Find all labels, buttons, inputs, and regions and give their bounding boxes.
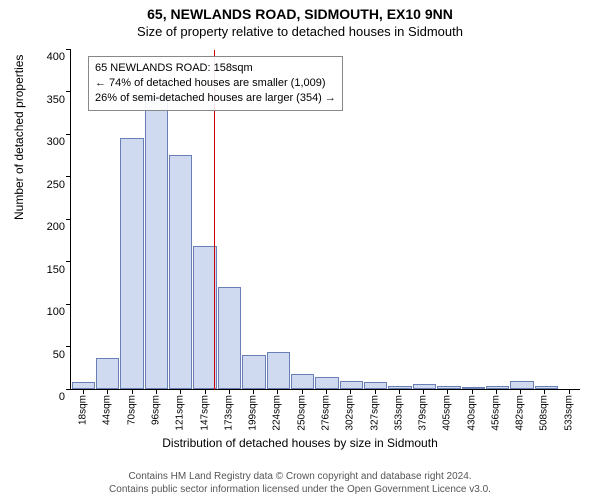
annotation-line1: 65 NEWLANDS ROAD: 158sqm [95,61,336,76]
x-axis-label: Distribution of detached houses by size … [0,436,600,450]
bar [364,382,387,389]
xtick-label: 353sqm [393,395,404,431]
ytick-label: 300 [35,136,65,148]
footer-line1: Contains HM Land Registry data © Crown c… [0,470,600,483]
xtick-label: 405sqm [442,395,453,431]
xtick-label: 250sqm [296,395,307,431]
xtick-label: 430sqm [466,395,477,431]
footer-line2: Contains public sector information licen… [0,483,600,496]
bar [169,155,192,389]
bar [291,374,314,389]
ytick-label: 0 [35,391,65,403]
xtick-label: 508sqm [539,395,550,431]
chart-container: 65, NEWLANDS ROAD, SIDMOUTH, EX10 9NN Si… [0,0,600,500]
xticks-group: 18sqm44sqm70sqm96sqm121sqm147sqm173sqm19… [71,389,581,394]
footer: Contains HM Land Registry data © Crown c… [0,470,600,496]
xtick-label: 173sqm [223,395,234,431]
xtick-label: 70sqm [126,395,137,425]
bar [315,377,338,389]
xtick-label: 276sqm [320,395,331,431]
xtick-label: 302sqm [345,395,356,431]
annotation-line3: 26% of semi-detached houses are larger (… [95,91,336,106]
title-sub: Size of property relative to detached ho… [0,22,600,39]
xtick-label: 18sqm [78,395,89,425]
bar [267,352,290,389]
ytick-label: 200 [35,221,65,233]
title-main: 65, NEWLANDS ROAD, SIDMOUTH, EX10 9NN [0,0,600,22]
xtick-label: 224sqm [272,395,283,431]
ytick-label: 400 [35,51,65,63]
xtick-label: 147sqm [199,395,210,431]
bar [120,138,143,389]
bar [145,96,168,389]
xtick-label: 44sqm [102,395,113,425]
annotation-line2: ← 74% of detached houses are smaller (1,… [95,76,336,91]
bar [72,382,95,389]
bar [96,358,119,389]
ytick-label: 250 [35,179,65,191]
bar [218,287,241,389]
bar [340,381,363,390]
xtick-label: 199sqm [248,395,259,431]
xtick-label: 379sqm [418,395,429,431]
annotation-box: 65 NEWLANDS ROAD: 158sqm ← 74% of detach… [88,56,343,111]
xtick-label: 327sqm [369,395,380,431]
plot-area: 18sqm44sqm70sqm96sqm121sqm147sqm173sqm19… [70,50,580,390]
ytick-label: 50 [35,349,65,361]
bar [510,381,533,390]
ytick-label: 100 [35,306,65,318]
bar [193,246,216,389]
ytick-label: 150 [35,264,65,276]
xtick-label: 533sqm [563,395,574,431]
xtick-label: 456sqm [490,395,501,431]
ytick-label: 350 [35,94,65,106]
bar [242,355,265,389]
xtick-label: 482sqm [515,395,526,431]
xtick-label: 96sqm [150,395,161,425]
xtick-label: 121sqm [175,395,186,431]
y-axis-label: Number of detached properties [12,55,26,220]
